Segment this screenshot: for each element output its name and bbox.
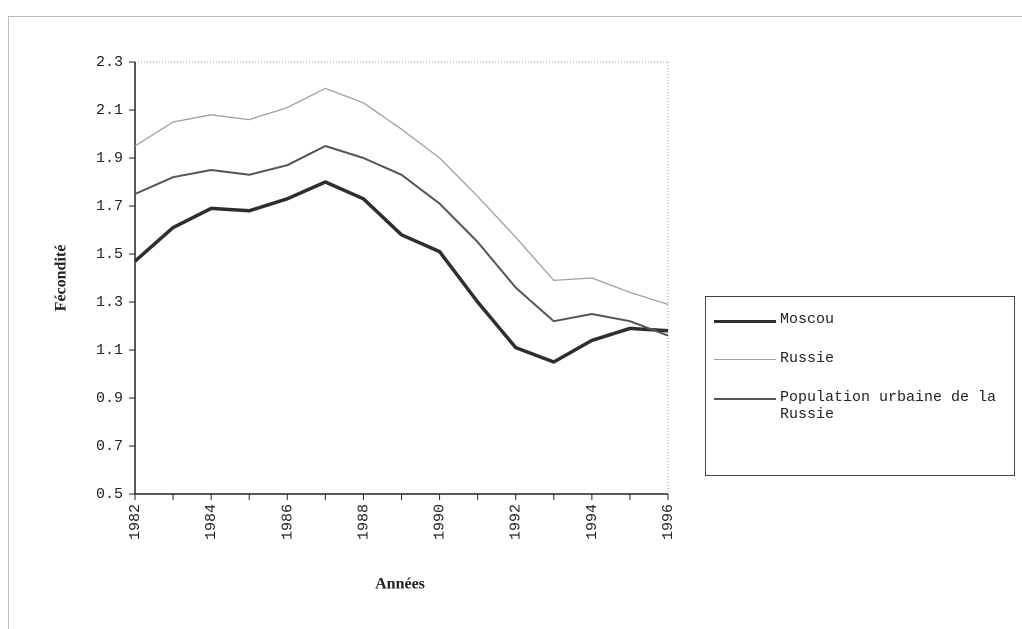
- y-tick-label: 0.7: [96, 438, 123, 455]
- legend-swatch: [714, 320, 776, 323]
- y-axis-title: Fécondité: [53, 245, 70, 312]
- data-line: [133, 180, 669, 364]
- data-line: [134, 145, 669, 337]
- x-tick-label: 1982: [127, 504, 144, 540]
- x-tick-label: 1988: [355, 504, 372, 540]
- x-tick-label: 1996: [660, 504, 677, 540]
- legend-swatch: [714, 398, 776, 400]
- legend-label: Russie: [780, 350, 835, 367]
- legend-entry: Population urbaine de la Russie: [714, 389, 1006, 423]
- legend-label: Moscou: [780, 311, 835, 328]
- y-tick-label: 1.3: [96, 294, 123, 311]
- legend: Moscou Russie Population urbaine de la Rus…: [705, 296, 1015, 476]
- x-axis-title: Années: [375, 576, 425, 593]
- legend-swatch: [714, 359, 776, 360]
- legend-entry: Russie: [714, 350, 1006, 367]
- x-tick-label: 1992: [508, 504, 525, 540]
- x-tick-label: 1994: [584, 504, 601, 540]
- x-tick-label: 1984: [203, 504, 220, 540]
- y-tick-label: 1.9: [96, 150, 123, 167]
- legend-entry: Moscou: [714, 311, 1006, 328]
- y-tick-label: 0.5: [96, 486, 123, 503]
- y-tick-label: 2.3: [96, 54, 123, 71]
- frame: [8, 16, 1022, 629]
- y-tick-label: 0.9: [96, 390, 123, 407]
- y-tick-label: 2.1: [96, 102, 123, 119]
- y-tick-label: 1.7: [96, 198, 123, 215]
- legend-label: Population urbaine de la Russie: [780, 389, 997, 423]
- y-tick-label: 1.1: [96, 342, 123, 359]
- x-tick-label: 1986: [279, 504, 296, 540]
- x-tick-label: 1990: [432, 504, 449, 540]
- data-line: [134, 87, 669, 306]
- y-tick-label: 1.5: [96, 246, 123, 263]
